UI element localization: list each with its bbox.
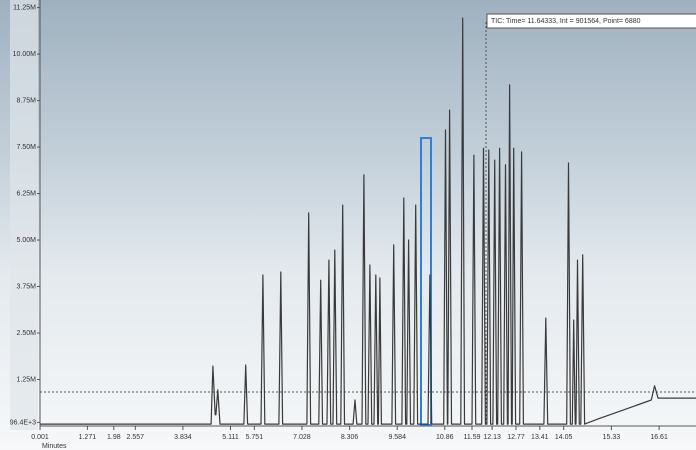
y-tick-label: 3.75M (17, 283, 37, 290)
x-tick-label: 2.557 (127, 434, 145, 441)
x-tick-label: 9.584 (388, 434, 406, 441)
y-tick-label: 10.00M (13, 51, 37, 58)
x-tick-label: 1.98 (107, 434, 121, 441)
x-tick-label: 11.59 (463, 434, 480, 441)
y-tick-label: 6.25M (17, 190, 37, 197)
y-tick-label: 7.50M (17, 144, 37, 151)
x-tick-label: 12.77 (507, 434, 525, 441)
plot (40, 17, 696, 425)
x-tick-label: 5.111 (222, 434, 239, 441)
y-axis-strip (10, 0, 38, 430)
x-tick-label: 1.271 (79, 434, 97, 441)
x-tick-label: 10.86 (436, 434, 454, 441)
x-tick-label: 3.834 (174, 434, 192, 441)
trace (40, 17, 696, 425)
y-tick-label: 96.4E+3 (10, 419, 36, 426)
x-tick-label: 0.001 (31, 434, 49, 441)
selection-box[interactable] (420, 137, 432, 426)
y-tick-label: 5.00M (17, 237, 37, 244)
y-tick-label: 11.25M (13, 4, 36, 11)
x-tick-label: 12.13 (483, 434, 501, 441)
y-tick-label: 1.25M (17, 376, 37, 383)
x-tick-label: 16.61 (650, 434, 668, 441)
x-tick-label: 13.41 (531, 434, 549, 441)
cursor-label: TIC: Time= 11.64333, Int = 901564, Point… (491, 18, 641, 25)
x-tick-label: 14.05 (555, 434, 573, 441)
x-tick-label: 5.751 (246, 434, 264, 441)
x-axis-label: Minutes (42, 443, 67, 450)
cursor-box (486, 13, 696, 29)
y-tick-label: 2.50M (17, 330, 37, 337)
x-tick-label: 7.028 (293, 434, 311, 441)
y-tick-label: 8.75M (17, 97, 37, 104)
x-tick-label: 15.33 (603, 434, 621, 441)
x-tick-label: 8.306 (341, 434, 359, 441)
